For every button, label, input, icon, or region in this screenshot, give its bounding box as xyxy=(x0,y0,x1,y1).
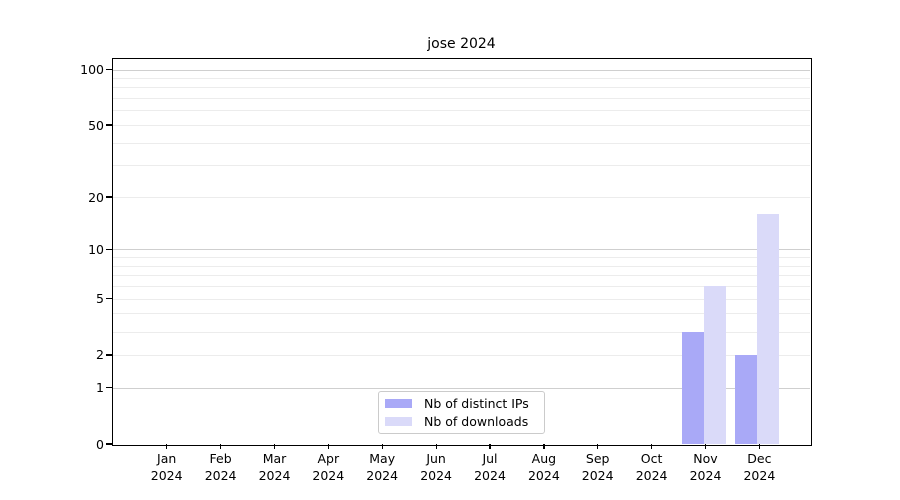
gridline-minor-3 xyxy=(113,331,810,333)
x-tick-label-aug: Aug 2024 xyxy=(514,451,574,484)
x-label-year: 2024 xyxy=(258,467,291,483)
x-tick-may xyxy=(381,444,383,449)
x-label-year: 2024 xyxy=(689,467,722,483)
y-tick-label-2: 2 xyxy=(96,347,104,363)
x-label-month: Jan xyxy=(157,451,177,466)
x-tick-mar xyxy=(273,444,276,449)
x-label-month: Mar xyxy=(262,451,287,466)
x-tick-jul xyxy=(489,444,491,449)
gridline-minor-70 xyxy=(113,98,810,100)
y-tick-label-50: 50 xyxy=(88,117,104,133)
gridline-minor-7 xyxy=(113,275,810,277)
legend-swatch-distinct-ips xyxy=(385,398,412,409)
x-tick-label-jan: Jan 2024 xyxy=(137,451,197,484)
x-tick-label-oct: Oct 2024 xyxy=(622,451,682,484)
x-tick-label-apr: Apr 2024 xyxy=(298,451,358,484)
x-tick-label-jun: Jun 2024 xyxy=(406,451,466,484)
gridline-minor-90 xyxy=(113,78,810,79)
x-label-year: 2024 xyxy=(312,467,345,483)
x-label-month: Jun xyxy=(426,451,446,466)
x-tick-feb xyxy=(220,444,222,449)
x-tick-label-may: May 2024 xyxy=(352,451,412,484)
y-tick-1 xyxy=(106,387,113,389)
y-tick-label-5: 5 xyxy=(96,291,104,307)
y-tick-label-1: 1 xyxy=(96,380,104,396)
x-label-month: Apr xyxy=(317,451,340,466)
y-tick-2 xyxy=(106,354,113,356)
x-tick-nov xyxy=(704,444,707,449)
gridline-minor-9 xyxy=(113,257,810,259)
chart-title: jose 2024 xyxy=(427,36,496,52)
y-tick-100 xyxy=(106,68,113,71)
legend: Nb of distinct IPs Nb of downloads xyxy=(378,391,545,434)
x-tick-apr xyxy=(327,444,329,449)
x-tick-label-nov: Nov 2024 xyxy=(676,451,736,484)
y-tick-50 xyxy=(106,124,113,126)
gridline-major-100 xyxy=(113,69,810,71)
x-tick-label-feb: Feb 2024 xyxy=(191,451,251,484)
y-tick-10 xyxy=(106,248,113,251)
x-tick-label-jul: Jul 2024 xyxy=(460,451,520,484)
legend-label-distinct-ips: Nb of distinct IPs xyxy=(424,396,529,411)
x-label-month: Dec xyxy=(747,451,772,466)
gridline-minor-40 xyxy=(113,142,810,144)
gridline-minor-20 xyxy=(113,197,810,198)
gridline-minor-80 xyxy=(113,87,810,89)
x-label-year: 2024 xyxy=(581,467,614,483)
gridline-major-10 xyxy=(113,249,810,251)
x-tick-sep xyxy=(597,444,599,449)
x-label-year: 2024 xyxy=(366,467,399,483)
x-tick-jun xyxy=(435,444,437,449)
x-tick-label-dec: Dec 2024 xyxy=(729,451,789,484)
gridline-minor-5 xyxy=(113,298,810,300)
x-label-year: 2024 xyxy=(743,467,776,483)
gridline-minor-50 xyxy=(113,125,810,126)
x-label-year: 2024 xyxy=(204,467,237,483)
plot-area xyxy=(106,57,812,449)
x-label-month: Sep xyxy=(585,451,610,466)
x-label-month: Feb xyxy=(209,451,232,466)
gridline-minor-4 xyxy=(113,313,810,315)
gridline-minor-30 xyxy=(113,165,810,167)
x-label-month: Jul xyxy=(482,451,498,466)
x-tick-aug xyxy=(543,444,545,449)
gridline-minor-60 xyxy=(113,110,810,112)
gridline-minor-8 xyxy=(113,265,810,267)
y-tick-label-100: 100 xyxy=(80,62,104,77)
bar-nov-nb-of-downloads xyxy=(703,286,726,444)
legend-swatch-downloads xyxy=(385,416,412,427)
x-label-year: 2024 xyxy=(474,467,506,483)
x-label-year: 2024 xyxy=(420,467,452,483)
bar-dec-nb-of-distinct-ips xyxy=(735,354,758,444)
bar-dec-nb-of-downloads xyxy=(757,214,780,444)
x-tick-dec xyxy=(758,444,761,449)
gridline-major-1 xyxy=(113,387,810,389)
gridline-minor-2 xyxy=(113,354,810,356)
legend-item-distinct-ips: Nb of distinct IPs xyxy=(385,396,538,411)
x-tick-jan xyxy=(166,444,168,449)
y-tick-20 xyxy=(106,196,113,198)
x-tick-label-mar: Mar 2024 xyxy=(245,451,305,484)
x-label-year: 2024 xyxy=(527,467,560,483)
x-label-month: Oct xyxy=(640,451,663,466)
gridline-minor-6 xyxy=(113,286,810,288)
bar-nov-nb-of-distinct-ips xyxy=(681,331,704,444)
y-tick-label-10: 10 xyxy=(88,241,104,257)
legend-label-downloads: Nb of downloads xyxy=(424,414,529,429)
x-label-month: Nov xyxy=(693,451,718,466)
legend-item-downloads: Nb of downloads xyxy=(385,414,538,429)
x-label-year: 2024 xyxy=(635,467,668,483)
y-tick-label-20: 20 xyxy=(88,189,104,205)
x-label-month: May xyxy=(369,451,396,466)
y-tick-0 xyxy=(106,443,113,445)
y-tick-5 xyxy=(106,298,113,300)
y-tick-label-0: 0 xyxy=(96,436,104,452)
x-label-year: 2024 xyxy=(150,467,183,483)
x-tick-label-sep: Sep 2024 xyxy=(568,451,628,484)
x-tick-oct xyxy=(651,444,653,449)
x-label-month: Aug xyxy=(531,451,557,466)
